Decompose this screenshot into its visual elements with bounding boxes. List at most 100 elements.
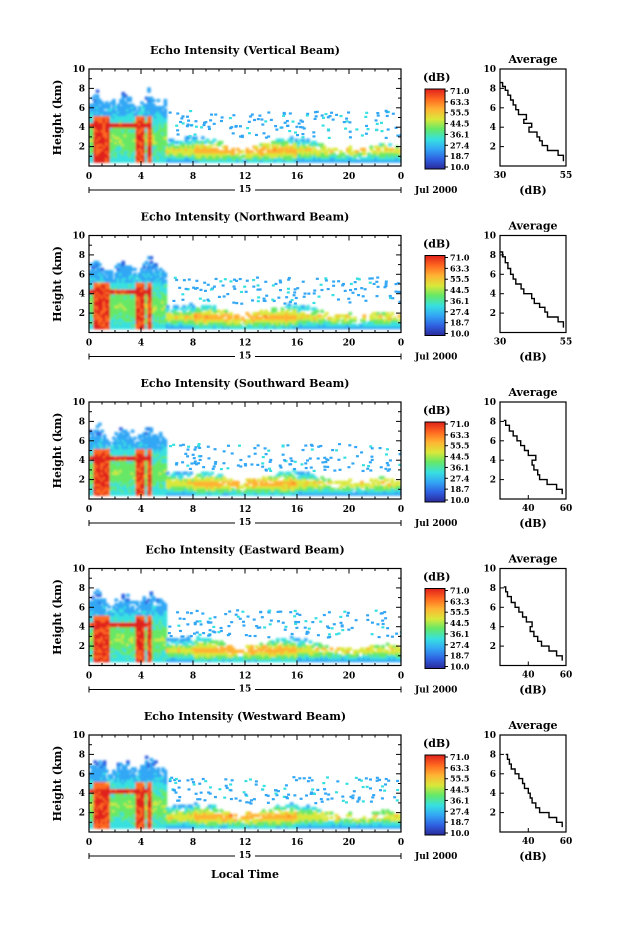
heatmap-cell [151, 445, 156, 450]
heatmap-cell [154, 133, 158, 138]
heatmap-cell [231, 483, 236, 487]
heatmap-cell [102, 124, 107, 128]
heatmap-cell [161, 483, 165, 487]
heatmap-cell [208, 323, 212, 327]
heatmap-speckle [347, 111, 351, 114]
heatmap-cell [130, 441, 135, 445]
heatmap-cell [287, 325, 292, 330]
heatmap-cell [119, 131, 123, 135]
heatmap-cell [179, 480, 184, 485]
heatmap-cell [149, 286, 154, 290]
heatmap-cell [161, 145, 165, 149]
heatmap-cell [121, 312, 126, 316]
heatmap-speckle [219, 280, 223, 283]
heatmap-cell [142, 305, 147, 309]
heatmap-cell [102, 131, 107, 135]
heatmap-cell [133, 305, 137, 309]
heatmap-cell [289, 483, 294, 487]
heatmap-cell [133, 452, 137, 457]
heatmap-cell [268, 321, 273, 325]
heatmap-cell [109, 445, 114, 450]
heatmap-cell [151, 309, 156, 313]
heatmap-cell [205, 323, 210, 327]
heatmap-cell [144, 485, 149, 489]
heatmap-cell [151, 319, 156, 323]
heatmap-cell [278, 483, 282, 487]
heatmap-cell [303, 483, 308, 487]
heatmap-cell [273, 145, 278, 149]
heatmap-cell [156, 108, 161, 112]
heatmap-cell [163, 309, 168, 313]
heatmap-cell [154, 115, 158, 119]
heatmap-cell [119, 448, 123, 452]
heatmap-cell [140, 434, 144, 438]
heatmap-cell [102, 309, 107, 313]
heatmap-cell [102, 307, 107, 311]
heatmap-cell [119, 492, 123, 496]
heatmap-cell [149, 96, 154, 100]
heatmap-cell [89, 112, 93, 117]
heatmap-cell [275, 490, 280, 494]
heatmap-cell [123, 112, 128, 117]
heatmap-cell [93, 459, 97, 464]
heatmap-cell [144, 457, 149, 461]
heatmap-cell [219, 140, 224, 145]
heatmap-cell [278, 325, 282, 330]
heatmap-cell [299, 492, 303, 496]
heatmap-cell [95, 443, 100, 447]
heatmap-cell [135, 490, 140, 494]
heatmap-cell [128, 455, 133, 459]
heatmap-cell [252, 312, 257, 316]
heatmap-cell [273, 321, 278, 325]
heatmap-cell [252, 480, 257, 485]
heatmap-cell [332, 321, 336, 325]
heatmap-cell [273, 154, 278, 159]
heatmap-cell [184, 314, 189, 318]
heatmap-cell [133, 312, 137, 316]
heatmap-cell [245, 312, 250, 316]
heatmap-cell [168, 321, 172, 325]
heatmap-cell [299, 147, 303, 152]
heatmap-cell [308, 323, 313, 327]
heatmap-cell [95, 291, 100, 295]
heatmap-cell [287, 319, 292, 323]
heatmap-cell [135, 152, 140, 156]
heatmap-cell [123, 298, 128, 302]
heatmap-cell [95, 117, 100, 121]
heatmap-cell [315, 485, 320, 489]
heatmap-cell [105, 126, 109, 131]
heatmap-speckle [280, 126, 284, 129]
heatmap-cell [142, 293, 147, 297]
heatmap-cell [233, 316, 238, 320]
heatmap-cell [392, 321, 397, 325]
heatmap-cell [264, 145, 268, 149]
heatmap-cell [184, 325, 189, 330]
heatmap-cell [292, 325, 296, 330]
heatmap-cell [172, 490, 177, 494]
heatmap-cell [198, 150, 203, 154]
heatmap-cell [259, 319, 264, 323]
heatmap-cell [266, 152, 271, 156]
heatmap-speckle [262, 132, 266, 135]
heatmap-cell [128, 487, 133, 492]
heatmap-cell [261, 325, 266, 330]
heatmap-cell [156, 455, 161, 459]
heatmap-cell [116, 117, 121, 121]
heatmap-cell [231, 480, 236, 485]
heatmap-cell [112, 473, 116, 478]
heatmap-cell [102, 441, 107, 445]
heatmap-cell [247, 487, 252, 492]
heatmap-cell [144, 476, 149, 480]
heatmap-cell [189, 319, 193, 323]
heatmap-cell [105, 143, 109, 147]
heatmap-cell [95, 103, 100, 107]
heatmap-cell [126, 157, 130, 161]
heatmap-cell [137, 302, 142, 306]
heatmap-cell [161, 154, 165, 159]
heatmap-cell [280, 309, 285, 313]
heatmap-cell [151, 293, 156, 297]
heatmap-cell [383, 314, 388, 318]
heatmap-cell [149, 117, 154, 121]
heatmap-cell [142, 490, 147, 494]
heatmap-cell [177, 147, 182, 152]
